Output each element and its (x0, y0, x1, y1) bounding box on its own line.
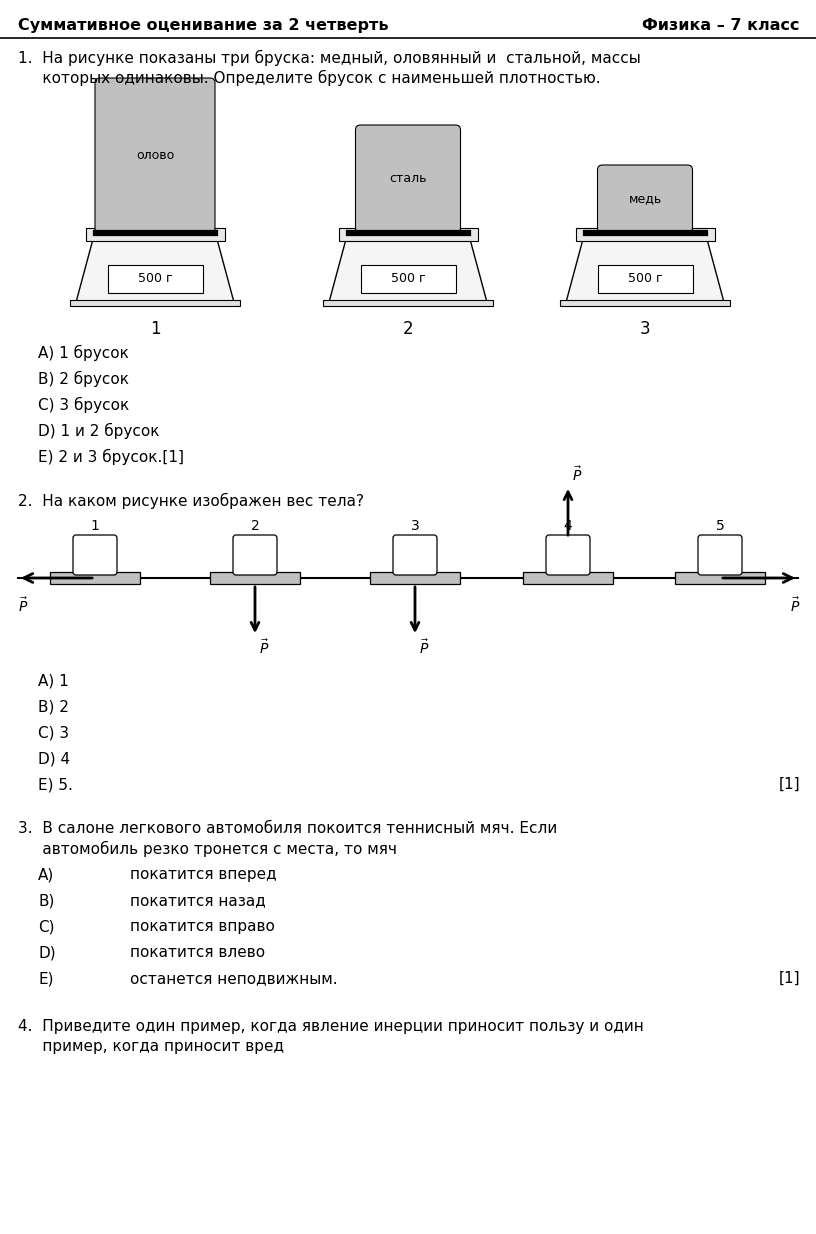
Text: А) 1 брусок: А) 1 брусок (38, 346, 129, 362)
FancyBboxPatch shape (86, 228, 224, 241)
Text: D) 1 и 2 брусок: D) 1 и 2 брусок (38, 423, 159, 439)
Text: 5: 5 (716, 520, 725, 533)
Text: 2: 2 (251, 520, 259, 533)
Text: С) 3 брусок: С) 3 брусок (38, 397, 129, 413)
FancyBboxPatch shape (523, 573, 613, 584)
Text: $\vec{P}$: $\vec{P}$ (419, 638, 429, 656)
FancyBboxPatch shape (546, 536, 590, 575)
Text: $\vec{P}$: $\vec{P}$ (18, 596, 29, 615)
Text: сталь: сталь (389, 173, 427, 185)
Text: 500 г: 500 г (138, 271, 172, 285)
Text: покатится вперед: покатится вперед (130, 868, 277, 882)
Polygon shape (75, 241, 235, 306)
Text: D): D) (38, 945, 55, 960)
Text: 4: 4 (564, 520, 572, 533)
Text: $\vec{P}$: $\vec{P}$ (790, 596, 800, 615)
FancyBboxPatch shape (597, 264, 693, 292)
Text: покатится вправо: покатится вправо (130, 919, 275, 934)
FancyBboxPatch shape (575, 228, 715, 241)
Text: 500 г: 500 г (391, 271, 425, 285)
Text: 2.  На каком рисунке изображен вес тела?: 2. На каком рисунке изображен вес тела? (18, 494, 364, 510)
Text: 3: 3 (410, 520, 419, 533)
Text: Е): Е) (38, 971, 54, 986)
Text: $\vec{P}$: $\vec{P}$ (259, 638, 269, 656)
FancyBboxPatch shape (210, 573, 300, 584)
Text: медь: медь (628, 193, 662, 206)
Text: [1]: [1] (778, 971, 800, 986)
FancyBboxPatch shape (108, 264, 202, 292)
Text: С): С) (38, 919, 55, 934)
Text: 1.  На рисунке показаны три бруска: медный, оловянный и  стальной, массы: 1. На рисунке показаны три бруска: медны… (18, 51, 641, 67)
Text: 1: 1 (149, 320, 160, 338)
Text: покатится назад: покатится назад (130, 893, 266, 908)
FancyBboxPatch shape (323, 300, 493, 306)
Text: Е) 5.: Е) 5. (38, 777, 73, 792)
Text: 3.  В салоне легкового автомобиля покоится теннисный мяч. Если: 3. В салоне легкового автомобиля покоитс… (18, 821, 557, 835)
Text: 500 г: 500 г (628, 271, 663, 285)
Text: Е) 2 и 3 брусок.[1]: Е) 2 и 3 брусок.[1] (38, 449, 184, 465)
FancyBboxPatch shape (675, 573, 765, 584)
FancyBboxPatch shape (339, 228, 477, 241)
FancyBboxPatch shape (233, 536, 277, 575)
Text: Физика – 7 класс: Физика – 7 класс (642, 19, 800, 33)
Text: 1: 1 (91, 520, 100, 533)
Text: останется неподвижным.: останется неподвижным. (130, 971, 338, 986)
Text: покатится влево: покатится влево (130, 945, 265, 960)
Text: автомобиль резко тронется с места, то мяч: автомобиль резко тронется с места, то мя… (18, 842, 397, 858)
Text: [1]: [1] (778, 777, 800, 792)
Polygon shape (328, 241, 488, 306)
FancyBboxPatch shape (50, 573, 140, 584)
FancyBboxPatch shape (370, 573, 460, 584)
Text: 4.  Приведите один пример, когда явление инерции приносит пользу и один: 4. Приведите один пример, когда явление … (18, 1019, 644, 1034)
FancyBboxPatch shape (73, 536, 117, 575)
Text: $\vec{P}$: $\vec{P}$ (572, 465, 583, 484)
Text: D) 4: D) 4 (38, 752, 70, 766)
FancyBboxPatch shape (356, 125, 460, 233)
Text: С) 3: С) 3 (38, 726, 69, 740)
FancyBboxPatch shape (70, 300, 240, 306)
Text: А) 1: А) 1 (38, 673, 69, 689)
Text: В) 2: В) 2 (38, 698, 69, 714)
Text: А): А) (38, 868, 54, 882)
FancyBboxPatch shape (361, 264, 455, 292)
Polygon shape (565, 241, 725, 306)
Text: Суммативное оценивание за 2 четверть: Суммативное оценивание за 2 четверть (18, 19, 388, 33)
Text: олово: олово (136, 149, 174, 162)
Text: которых одинаковы. Определите брусок с наименьшей плотностью.: которых одинаковы. Определите брусок с н… (18, 70, 601, 86)
Text: 2: 2 (402, 320, 414, 338)
Text: 3: 3 (640, 320, 650, 338)
FancyBboxPatch shape (560, 300, 730, 306)
Text: В): В) (38, 893, 55, 908)
Text: пример, когда приносит вред: пример, когда приносит вред (18, 1039, 284, 1054)
FancyBboxPatch shape (597, 165, 693, 233)
FancyBboxPatch shape (393, 536, 437, 575)
FancyBboxPatch shape (698, 536, 742, 575)
FancyBboxPatch shape (95, 78, 215, 233)
Text: В) 2 брусок: В) 2 брусок (38, 371, 129, 387)
